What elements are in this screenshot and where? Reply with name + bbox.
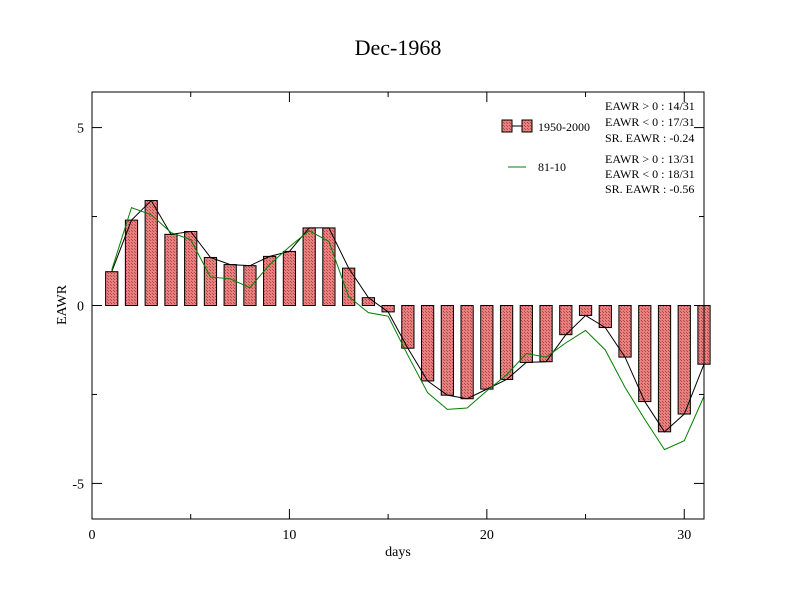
x-tick-label: 30 xyxy=(677,528,691,543)
legend-stat: EAWR > 0 : 13/31 xyxy=(605,152,695,166)
x-tick-label: 10 xyxy=(282,528,296,543)
x-tick-label: 0 xyxy=(89,528,96,543)
bars-1950-2000 xyxy=(105,200,711,433)
legend-entry-81-10: 81-10 EAWR > 0 : 13/31 EAWR < 0 : 18/31 … xyxy=(508,152,695,196)
y-axis-label: EAWR xyxy=(55,284,70,325)
x-axis-label: days xyxy=(385,545,411,560)
bar-day-2 xyxy=(124,219,139,307)
bar-day-21 xyxy=(499,305,514,381)
y-tick-label: -5 xyxy=(72,477,84,492)
bar-day-23 xyxy=(539,305,553,363)
plot-area: 0 10 20 30 -5 0 5 xyxy=(72,91,711,543)
legend-bar-swatch-left xyxy=(501,119,513,133)
bar-day-16 xyxy=(401,305,415,349)
legend-stat: SR. EAWR : -0.56 xyxy=(605,182,694,196)
bar-day-19 xyxy=(460,305,474,400)
legend-stat: EAWR < 0 : 18/31 xyxy=(605,167,695,181)
bar-day-20 xyxy=(480,305,494,390)
bar-day-29 xyxy=(657,305,672,433)
bar-day-14 xyxy=(361,297,376,307)
bar-day-18 xyxy=(440,305,454,396)
bar-day-28 xyxy=(638,305,652,403)
bar-day-5 xyxy=(184,230,198,307)
bar-day-4 xyxy=(164,233,178,306)
legend-stat: EAWR > 0 : 14/31 xyxy=(605,99,695,113)
y-tick-label: 0 xyxy=(77,300,84,315)
bar-day-27 xyxy=(618,305,632,358)
chart-title: Dec-1968 xyxy=(355,35,442,60)
bar-day-11 xyxy=(302,227,316,306)
bar-day-25 xyxy=(578,305,593,316)
bar-day-9 xyxy=(263,255,277,307)
bar-day-10 xyxy=(282,250,297,307)
legend-bar-swatch-right xyxy=(521,119,533,133)
bar-day-26 xyxy=(598,305,612,329)
bar-day-3 xyxy=(144,200,158,306)
series-lines xyxy=(111,199,705,451)
series-line-1950-2000 xyxy=(111,199,705,433)
legend-entry-1950-2000: 1950-2000 EAWR > 0 : 14/31 EAWR < 0 : 17… xyxy=(501,99,695,145)
legend-label-81-10: 81-10 xyxy=(538,160,566,174)
axis-ticks: 0 10 20 30 -5 0 5 xyxy=(72,92,704,543)
legend-label-1950-2000: 1950-2000 xyxy=(538,120,590,134)
bar-day-30 xyxy=(677,305,691,415)
legend: 1950-2000 EAWR > 0 : 14/31 EAWR < 0 : 17… xyxy=(501,99,695,196)
bar-day-1 xyxy=(105,271,119,307)
bar-day-7 xyxy=(223,264,237,306)
series-line-81-10 xyxy=(111,207,705,451)
x-tick-label: 20 xyxy=(480,528,494,543)
legend-stat: EAWR < 0 : 17/31 xyxy=(605,115,695,129)
bar-day-6 xyxy=(203,256,218,306)
y-tick-label: 5 xyxy=(77,122,84,137)
legend-stat: SR. EAWR : -0.24 xyxy=(605,131,694,145)
bar-day-17 xyxy=(420,305,435,382)
